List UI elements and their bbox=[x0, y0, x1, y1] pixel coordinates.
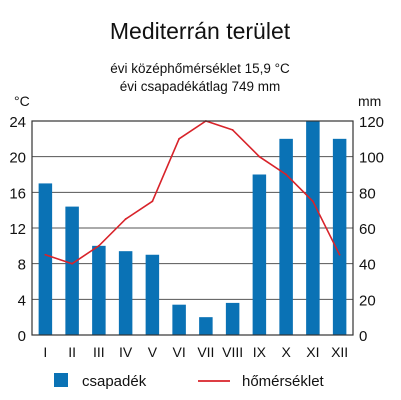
precipitation-bar bbox=[145, 254, 160, 335]
left-tick-label: 24 bbox=[9, 114, 26, 131]
month-label: V bbox=[148, 344, 158, 360]
precipitation-bar bbox=[199, 317, 213, 335]
right-tick-label: 40 bbox=[359, 257, 376, 274]
precipitation-bar bbox=[38, 183, 53, 335]
subtitle-temperature: évi középhőmérséklet 15,9 °C bbox=[110, 61, 290, 76]
month-label: III bbox=[93, 344, 105, 360]
month-label: IV bbox=[119, 344, 133, 360]
gridlines bbox=[32, 156, 353, 300]
precipitation-bar bbox=[118, 251, 133, 335]
left-axis-unit: °C bbox=[14, 93, 30, 109]
right-tick-label: 20 bbox=[359, 292, 376, 309]
temperature-point bbox=[338, 253, 341, 256]
right-tick-label: 0 bbox=[359, 328, 367, 345]
left-tick-label: 0 bbox=[18, 328, 26, 345]
precipitation-bar bbox=[65, 206, 79, 335]
temperature-point bbox=[258, 155, 261, 158]
right-axis-unit: mm bbox=[358, 93, 381, 109]
chart-title: Mediterrán terület bbox=[110, 18, 291, 44]
month-label: VII bbox=[197, 344, 214, 360]
month-label: II bbox=[68, 344, 76, 360]
month-label: IX bbox=[253, 344, 267, 360]
temperature-point bbox=[124, 218, 127, 220]
left-tick-label: 20 bbox=[9, 150, 26, 167]
precipitation-bar bbox=[92, 245, 106, 335]
legend-bar-label: csapadék bbox=[82, 373, 147, 390]
left-tick-label: 16 bbox=[9, 185, 26, 202]
subtitle-precipitation: évi csapadékátlag 749 mm bbox=[120, 79, 281, 94]
temperature-line bbox=[45, 120, 341, 265]
left-tick-label: 8 bbox=[18, 257, 26, 274]
temperature-point bbox=[71, 262, 74, 265]
plot-frame bbox=[31, 120, 354, 336]
month-labels: I II III IV V VI VII VIII IX X XI XII bbox=[43, 344, 348, 360]
temperature-point bbox=[178, 137, 181, 140]
precipitation-bar bbox=[252, 174, 267, 335]
left-tick-label: 4 bbox=[18, 292, 26, 309]
month-label: XI bbox=[306, 344, 319, 360]
temperature-line-group bbox=[44, 120, 341, 265]
left-tick-label: 12 bbox=[9, 221, 26, 238]
legend-line-label: hőmérséklet bbox=[242, 373, 325, 390]
legend: csapadék hőmérséklet bbox=[54, 373, 325, 390]
temperature-point bbox=[231, 129, 234, 131]
precipitation-bar bbox=[306, 121, 320, 335]
precipitation-bar bbox=[172, 304, 186, 335]
left-axis-ticks: 0 4 8 12 16 20 24 bbox=[9, 114, 26, 345]
temperature-point bbox=[151, 200, 154, 203]
temperature-point bbox=[44, 253, 47, 256]
temperature-point bbox=[311, 200, 314, 203]
right-tick-label: 60 bbox=[359, 221, 376, 238]
right-tick-label: 120 bbox=[359, 114, 384, 131]
right-axis-ticks: 0 20 40 60 80 100 120 bbox=[359, 114, 384, 345]
right-tick-label: 80 bbox=[359, 185, 376, 202]
month-label: VIII bbox=[222, 344, 243, 360]
temperature-point bbox=[285, 173, 288, 176]
precipitation-bars bbox=[38, 121, 347, 335]
precipitation-bar bbox=[225, 302, 240, 335]
precipitation-bar bbox=[332, 138, 347, 335]
month-label: VI bbox=[173, 344, 186, 360]
month-label: I bbox=[43, 344, 47, 360]
legend-bar-swatch bbox=[54, 373, 68, 387]
precipitation-bar bbox=[279, 138, 293, 335]
right-tick-label: 100 bbox=[359, 150, 384, 167]
temperature-point bbox=[97, 244, 100, 247]
month-label: XII bbox=[331, 344, 348, 360]
month-label: X bbox=[281, 344, 291, 360]
